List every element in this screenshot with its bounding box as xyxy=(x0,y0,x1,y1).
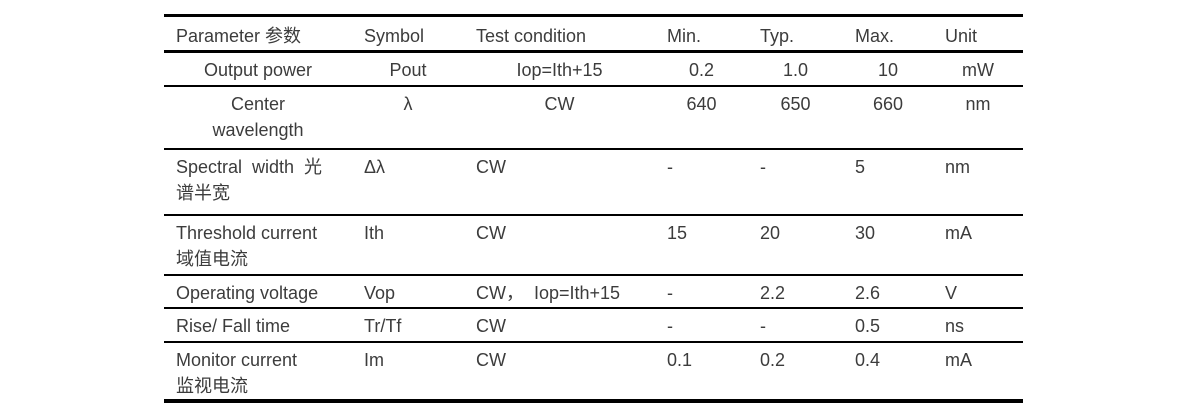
cell-min: 0.1 xyxy=(667,349,693,370)
column-header-parameter: Parameter 参数 xyxy=(176,26,302,46)
table-row-monitor-current: Monitor current 监视电流 Im CW 0.1 0.2 0.4 m… xyxy=(164,342,1023,401)
cell-symbol: Δλ xyxy=(364,156,386,177)
cell-symbol: Pout xyxy=(389,60,427,80)
laser-diode-spec-table: Parameter 参数 Symbol Test condition Min. … xyxy=(164,14,1023,403)
cell-parameter: Monitor current 监视电流 xyxy=(176,349,298,396)
cell-symbol: Vop xyxy=(364,282,396,303)
cell-unit: mW xyxy=(962,60,994,80)
cell-min: - xyxy=(667,156,673,177)
cell-typ: 650 xyxy=(780,93,811,114)
column-header-symbol: Symbol xyxy=(364,26,425,46)
cell-max: 660 xyxy=(872,93,904,114)
cell-typ: - xyxy=(760,156,766,177)
cell-test-condition: CW xyxy=(476,349,506,370)
column-header-min: Min. xyxy=(667,26,702,46)
cell-parameter: Rise/ Fall time xyxy=(176,315,291,336)
cell-typ: 0.2 xyxy=(760,349,786,370)
table-row-operating-voltage: Operating voltage Vop CW， Iop=Ith+15 - 2… xyxy=(164,275,1023,308)
cell-symbol: Tr/Tf xyxy=(364,315,402,336)
cell-symbol: Ith xyxy=(364,222,385,243)
cell-test-condition: CW xyxy=(476,156,506,177)
header-row: Parameter 参数 Symbol Test condition Min. … xyxy=(164,16,1023,52)
cell-unit: V xyxy=(945,282,958,303)
cell-unit: nm xyxy=(945,156,971,177)
table-row-center-wavelength: Center wavelength λ CW 640 650 660 nm xyxy=(164,86,1023,149)
cell-min: 15 xyxy=(667,222,688,243)
cell-typ: 20 xyxy=(760,222,781,243)
cell-test-condition: CW xyxy=(544,93,575,114)
cell-max: 2.6 xyxy=(855,282,881,303)
table-row-output-power: Output power Pout Iop=Ith+15 0.2 1.0 10 … xyxy=(164,52,1023,86)
cell-unit: nm xyxy=(965,93,991,114)
cell-parameter: Output power xyxy=(203,60,313,80)
cell-unit: mA xyxy=(945,222,972,243)
table-row-rise-fall-time: Rise/ Fall time Tr/Tf CW - - 0.5 ns xyxy=(164,308,1023,342)
cell-typ: 2.2 xyxy=(760,282,786,303)
cell-max: 30 xyxy=(855,222,876,243)
cell-min: 640 xyxy=(686,93,717,114)
cell-min: 0.2 xyxy=(688,60,715,80)
cell-unit: mA xyxy=(945,349,972,370)
cell-test-condition: CW， Iop=Ith+15 xyxy=(476,282,621,303)
cell-symbol: λ xyxy=(403,93,413,114)
cell-typ: - xyxy=(760,315,766,336)
cell-unit: ns xyxy=(945,315,965,336)
cell-parameter: Center wavelength xyxy=(212,93,304,140)
column-header-max: Max. xyxy=(855,26,895,46)
column-header-unit: Unit xyxy=(945,26,978,46)
cell-parameter: Threshold current 域值电流 xyxy=(176,222,318,269)
cell-symbol: Im xyxy=(364,349,384,370)
cell-parameter: Spectral width 光 谱半宽 xyxy=(176,156,323,203)
table-row-spectral-width: Spectral width 光 谱半宽 Δλ CW - - 5 nm xyxy=(164,149,1023,215)
cell-max: 0.5 xyxy=(855,315,881,336)
cell-max: 0.4 xyxy=(855,349,881,370)
table-row-threshold-current: Threshold current 域值电流 Ith CW 15 20 30 m… xyxy=(164,215,1023,275)
column-header-typ: Typ. xyxy=(760,26,795,46)
cell-test-condition: Iop=Ith+15 xyxy=(516,60,603,80)
cell-test-condition: CW xyxy=(476,315,506,336)
cell-typ: 1.0 xyxy=(782,60,809,80)
column-header-test-condition: Test condition xyxy=(476,26,587,46)
cell-parameter: Operating voltage xyxy=(176,282,319,303)
cell-min: - xyxy=(667,315,673,336)
cell-max: 10 xyxy=(877,60,899,80)
cell-test-condition: CW xyxy=(476,222,506,243)
cell-max: 5 xyxy=(855,156,866,177)
cell-min: - xyxy=(667,282,673,303)
